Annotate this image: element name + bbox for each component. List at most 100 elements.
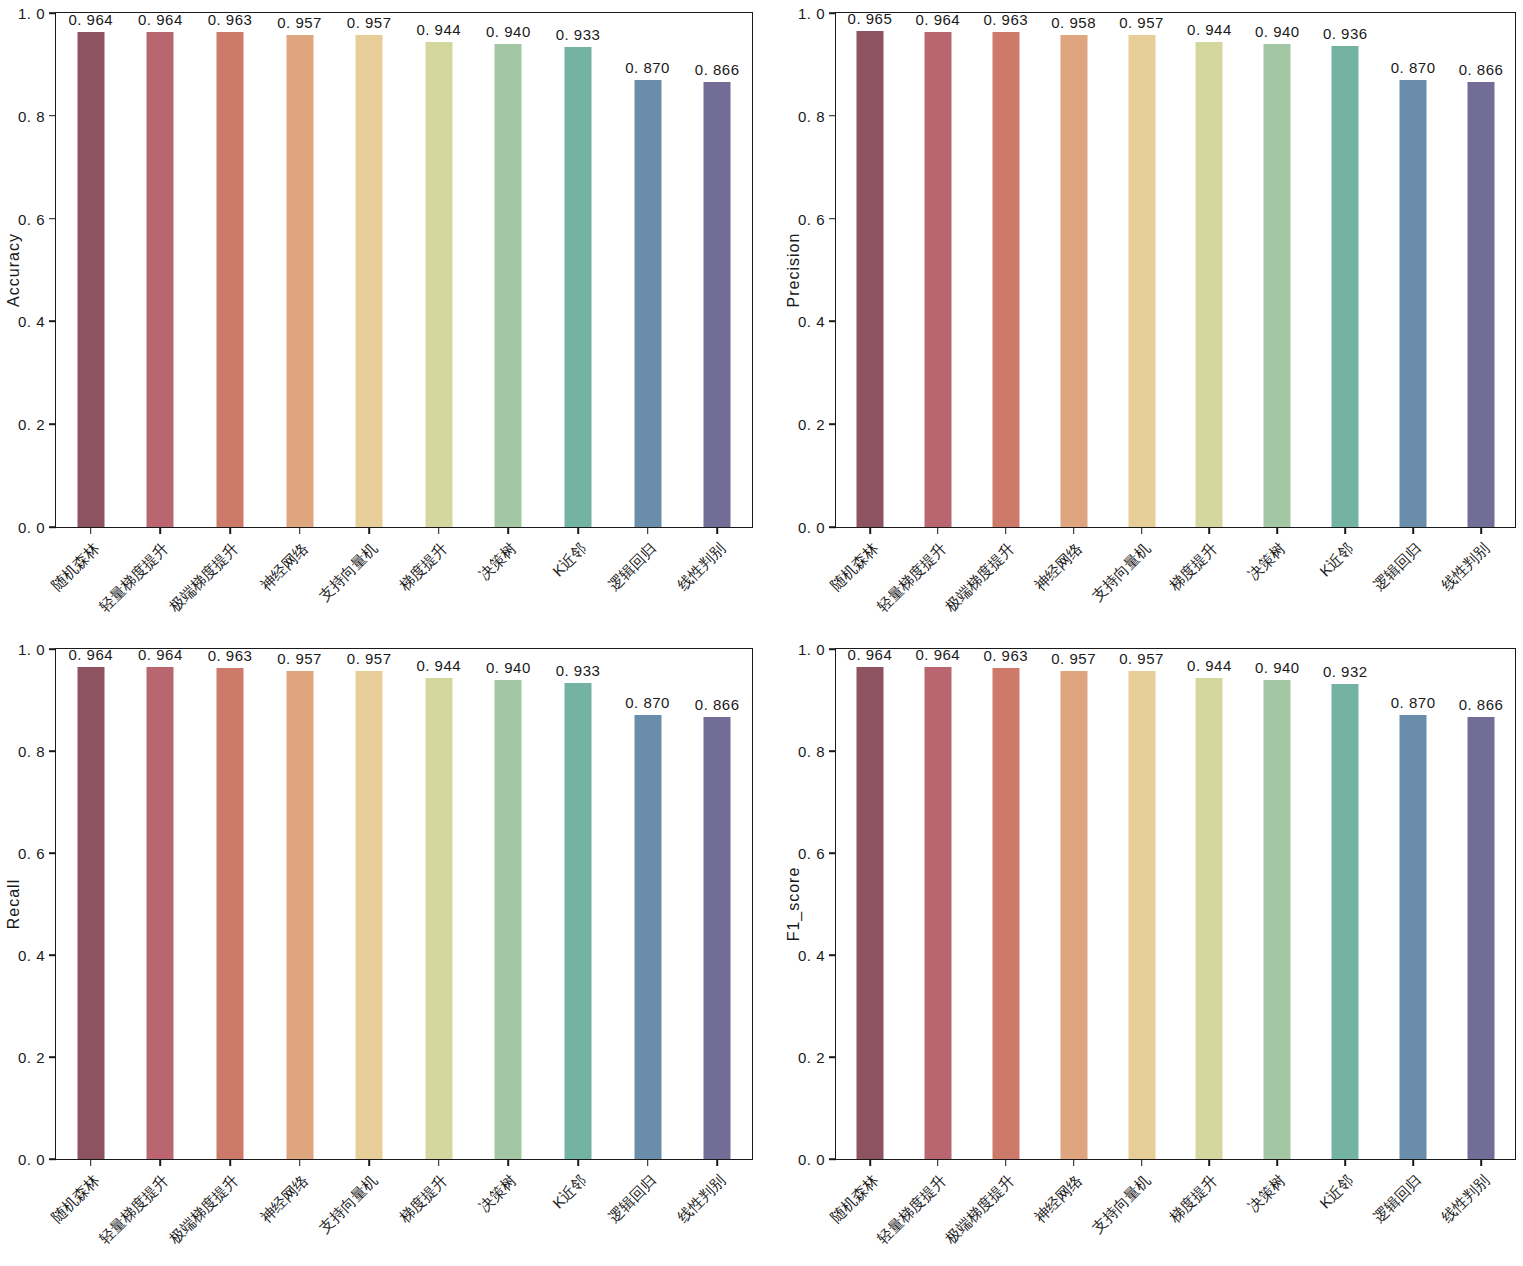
y-tick xyxy=(49,321,56,323)
y-tick xyxy=(49,12,56,14)
bar-value-label: 0. 932 xyxy=(1323,664,1368,679)
bar-value-label: 0. 933 xyxy=(556,663,601,678)
bar-value-label: 0. 957 xyxy=(347,651,392,666)
bar-value-label: 0. 866 xyxy=(1459,62,1504,77)
y-tick-label: 0. 6 xyxy=(798,211,825,226)
x-category-label: 梯度提升 xyxy=(1167,1172,1221,1226)
bar-value-label: 0. 944 xyxy=(1187,22,1232,37)
x-tick xyxy=(869,1159,871,1166)
x-tick xyxy=(229,527,231,534)
x-category-label: 线性判别 xyxy=(1439,1172,1493,1226)
bar xyxy=(495,44,522,527)
bar-value-label: 0. 870 xyxy=(625,60,670,75)
x-tick xyxy=(90,1159,92,1166)
bar xyxy=(1264,44,1291,527)
bar xyxy=(147,667,174,1159)
y-tick xyxy=(49,526,56,528)
x-tick xyxy=(1141,1159,1143,1166)
bar xyxy=(356,35,383,527)
x-tick xyxy=(647,1159,649,1166)
x-tick xyxy=(1277,527,1279,534)
x-category-label: 支持向量机 xyxy=(316,1172,381,1237)
x-tick xyxy=(1209,1159,1211,1166)
x-tick xyxy=(1412,1159,1414,1166)
bar xyxy=(1332,46,1359,527)
y-tick xyxy=(829,750,836,752)
x-category-label: 决策树 xyxy=(1246,1172,1289,1215)
x-category-label: 随机森林 xyxy=(48,540,102,594)
x-category-label: 轻量梯度提升 xyxy=(97,1172,172,1247)
x-tick xyxy=(160,527,162,534)
bar xyxy=(704,717,731,1159)
bar-value-label: 0. 940 xyxy=(1255,24,1300,39)
x-tick xyxy=(577,1159,579,1166)
bar xyxy=(77,32,104,527)
bar xyxy=(1060,35,1087,527)
x-category-label: 神经网络 xyxy=(1031,1172,1085,1226)
x-category-label: 支持向量机 xyxy=(1089,1172,1154,1237)
y-tick-label: 0. 0 xyxy=(798,1152,825,1167)
bar-value-label: 0. 964 xyxy=(68,647,113,662)
x-tick xyxy=(1412,527,1414,534)
x-category-label: 逻辑回归 xyxy=(1371,540,1425,594)
y-tick-label: 0. 2 xyxy=(18,1050,45,1065)
y-tick-label: 0. 8 xyxy=(18,108,45,123)
y-tick-label: 0. 6 xyxy=(18,846,45,861)
x-category-label: 逻辑回归 xyxy=(605,540,659,594)
bar xyxy=(1332,684,1359,1159)
chart-panel-precision: Precision 0. 00. 20. 40. 60. 81. 00. 965… xyxy=(835,12,1516,528)
x-tick xyxy=(1073,1159,1075,1166)
bar-value-label: 0. 866 xyxy=(695,62,740,77)
bar xyxy=(924,32,951,527)
x-tick xyxy=(1005,1159,1007,1166)
bar-value-label: 0. 936 xyxy=(1323,26,1368,41)
bar xyxy=(217,32,244,527)
y-tick-label: 0. 8 xyxy=(798,108,825,123)
x-category-label: 极端梯度提升 xyxy=(942,1172,1017,1247)
x-category-label: 决策树 xyxy=(477,1172,520,1215)
y-tick xyxy=(49,115,56,117)
y-axis-label: Precision xyxy=(786,233,802,308)
x-tick xyxy=(1209,527,1211,534)
x-category-label: 支持向量机 xyxy=(1089,540,1154,605)
x-category-label: 决策树 xyxy=(1246,540,1289,583)
bar xyxy=(856,31,883,527)
x-tick xyxy=(937,527,939,534)
y-tick-label: 0. 4 xyxy=(798,314,825,329)
y-tick-label: 1. 0 xyxy=(18,642,45,657)
bar-value-label: 0. 964 xyxy=(138,647,183,662)
plot-area: 0. 00. 20. 40. 60. 81. 00. 964随机森林0. 964… xyxy=(55,648,753,1160)
y-tick-label: 0. 0 xyxy=(18,1152,45,1167)
y-tick xyxy=(49,218,56,220)
bar xyxy=(356,671,383,1159)
y-tick-label: 0. 4 xyxy=(18,948,45,963)
y-axis-label-wrap: Accuracy xyxy=(4,12,24,528)
x-category-label: 梯度提升 xyxy=(1167,540,1221,594)
bar-value-label: 0. 870 xyxy=(1391,60,1436,75)
y-axis-label: F1_score xyxy=(786,867,802,942)
x-tick xyxy=(716,527,718,534)
bar xyxy=(1400,715,1427,1159)
bar-value-label: 0. 940 xyxy=(486,24,531,39)
y-tick xyxy=(49,648,56,650)
x-category-label: 神经网络 xyxy=(257,1172,311,1226)
x-category-label: 轻量梯度提升 xyxy=(874,540,949,615)
bar-value-label: 0. 957 xyxy=(347,15,392,30)
y-axis-label: Accuracy xyxy=(6,233,22,307)
bar-value-label: 0. 963 xyxy=(983,648,1028,663)
x-tick xyxy=(438,527,440,534)
x-tick xyxy=(937,1159,939,1166)
x-category-label: 线性判别 xyxy=(675,540,729,594)
y-tick-label: 1. 0 xyxy=(798,642,825,657)
y-tick xyxy=(49,1158,56,1160)
bar-value-label: 0. 933 xyxy=(556,27,601,42)
y-tick xyxy=(829,12,836,14)
bar xyxy=(147,32,174,527)
y-axis-label: Recall xyxy=(6,879,22,929)
bar xyxy=(1400,80,1427,527)
x-tick xyxy=(508,527,510,534)
x-category-label: 神经网络 xyxy=(257,540,311,594)
bar-value-label: 0. 964 xyxy=(68,12,113,27)
x-tick xyxy=(1480,1159,1482,1166)
x-category-label: 逻辑回归 xyxy=(605,1172,659,1226)
